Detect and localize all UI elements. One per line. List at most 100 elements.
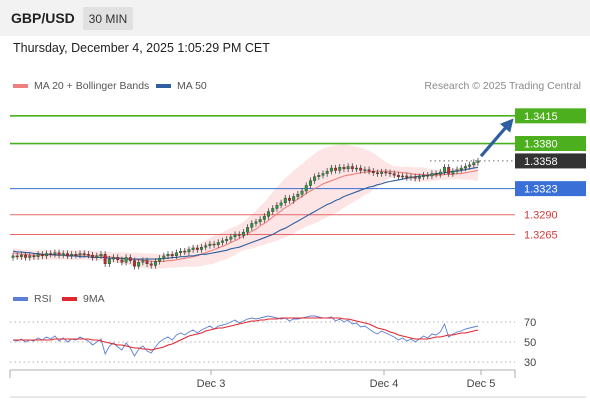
candle-body xyxy=(91,254,95,258)
candle-body xyxy=(388,172,392,175)
candle-body xyxy=(183,250,187,253)
candle-body xyxy=(49,253,53,255)
candle-body xyxy=(434,173,438,175)
candle-body xyxy=(350,166,354,170)
timeframe-badge[interactable]: 30 MIN xyxy=(83,7,133,30)
candle-body xyxy=(200,246,203,250)
candle-body xyxy=(70,254,74,257)
rsi-line xyxy=(12,315,479,357)
rsi-tick-label: 50 xyxy=(524,337,536,349)
candle-body xyxy=(409,176,413,178)
candle-body xyxy=(128,257,132,261)
legend-ma50-swatch xyxy=(156,84,171,88)
candle-body xyxy=(459,167,463,170)
candle-body xyxy=(401,175,405,178)
candle-body xyxy=(61,253,65,256)
rsi-tick-label: 30 xyxy=(524,357,536,369)
candle-body xyxy=(15,255,19,258)
candle-body xyxy=(308,180,312,186)
candle-body xyxy=(288,197,291,201)
legend-9ma-label: 9MA xyxy=(83,293,105,305)
legend-ma50: MA 50 xyxy=(156,80,207,92)
candle-body xyxy=(267,211,270,217)
candle-body xyxy=(233,234,237,238)
level-badge-resistance xyxy=(515,108,586,124)
legend-ma50-label: MA 50 xyxy=(177,80,207,92)
candle-body xyxy=(19,254,23,257)
candle-body xyxy=(443,167,446,173)
level-lines xyxy=(10,115,515,236)
candle-body xyxy=(392,173,396,176)
candle-body xyxy=(116,257,120,261)
level-label-pivot: 1.3323 xyxy=(524,184,558,196)
rsi-panel: 30 50 70 xyxy=(10,315,536,369)
candle-body xyxy=(355,167,358,170)
level-label-support: 1.3265 xyxy=(524,230,558,242)
candle-body xyxy=(338,167,342,171)
moving-averages xyxy=(12,166,479,262)
candle-body xyxy=(438,171,442,175)
candle-body xyxy=(124,257,128,263)
level-label-resistance: 1.3380 xyxy=(524,139,558,151)
candle-body xyxy=(380,171,384,174)
candle-body xyxy=(468,164,472,167)
candle-body xyxy=(195,247,199,250)
candle-body xyxy=(229,236,233,240)
candle-body xyxy=(141,260,145,263)
candle-body xyxy=(86,254,90,256)
candle-body xyxy=(45,253,48,257)
candles xyxy=(11,157,480,270)
candle-body xyxy=(455,169,459,172)
candle-body xyxy=(137,262,141,267)
candle-body xyxy=(32,255,36,258)
candle-body xyxy=(396,174,400,177)
candle-body xyxy=(103,254,107,265)
legend-9ma-swatch xyxy=(62,297,77,301)
legend-rsi-swatch xyxy=(13,297,28,301)
level-badge-last-price xyxy=(515,153,586,169)
candle-body xyxy=(405,175,409,178)
candle-body xyxy=(472,162,476,166)
legend-ma20-swatch xyxy=(13,84,28,88)
candle-body xyxy=(262,216,266,220)
candle-body xyxy=(363,169,367,171)
candle-body xyxy=(292,196,296,201)
candle-body xyxy=(342,167,346,170)
rsi-tick-label: 70 xyxy=(524,317,536,329)
candle-body xyxy=(99,254,103,257)
candle-body xyxy=(149,263,153,266)
candle-body xyxy=(40,254,44,257)
rsi-ma-line xyxy=(13,317,479,351)
bollinger-band-fill xyxy=(13,144,478,270)
candle-body xyxy=(376,172,379,175)
candle-body xyxy=(304,185,308,192)
x-tick-label: Dec 5 xyxy=(467,378,496,390)
candle-body xyxy=(179,250,183,253)
candle-body xyxy=(216,242,220,246)
candle-body xyxy=(463,166,467,169)
candle-body xyxy=(191,247,195,250)
candle-body xyxy=(204,245,208,248)
level-labels: 1.3415 1.3380 1.3358 1.3323 1.3290 1.3265 xyxy=(515,108,586,242)
level-label-last-price: 1.3358 xyxy=(524,156,558,168)
level-label-resistance: 1.3415 xyxy=(524,111,558,123)
legend-rsi: RSI xyxy=(13,293,52,305)
candle-body xyxy=(162,255,166,259)
candle-body xyxy=(334,167,338,171)
candle-body xyxy=(95,255,99,258)
top-bar: GBP/USD 30 MIN xyxy=(0,0,590,36)
arrow-head xyxy=(500,118,514,133)
candle-body xyxy=(74,254,78,256)
candle-body xyxy=(271,208,275,212)
ma50-line xyxy=(12,166,479,260)
candle-body xyxy=(317,174,321,177)
candle-body xyxy=(66,253,69,257)
candle-body xyxy=(384,171,388,174)
level-label-support: 1.3290 xyxy=(524,210,558,222)
candle-body xyxy=(57,252,61,256)
candle-body xyxy=(283,197,287,204)
candle-body xyxy=(120,259,124,263)
candle-body xyxy=(321,173,325,176)
candle-body xyxy=(476,160,480,163)
